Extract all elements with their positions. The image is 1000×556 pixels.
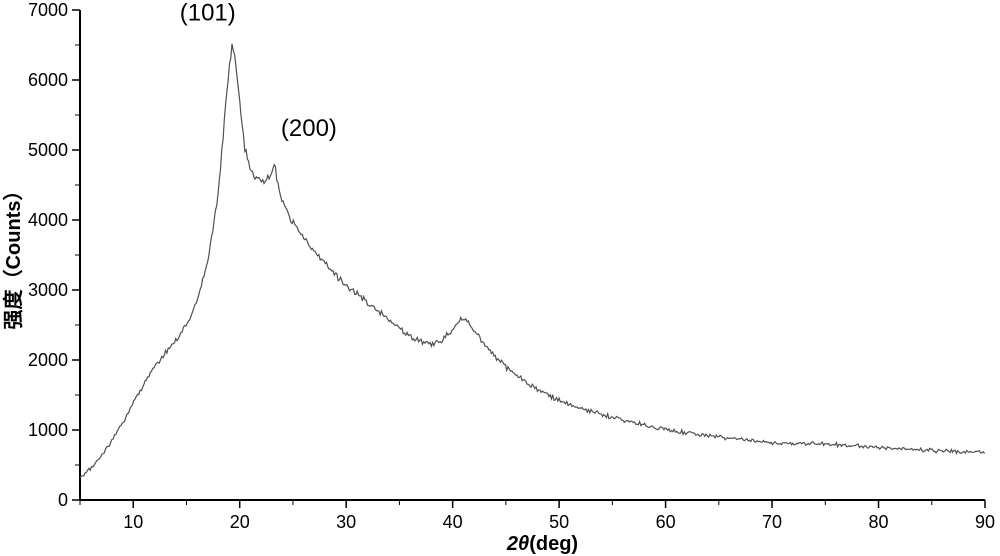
x-axis-label: 2θ(deg) — [506, 533, 578, 555]
y-axis-label: 强度（Counts） — [1, 181, 25, 330]
x-tick-label: 10 — [123, 512, 143, 532]
xrd-chart: 10 20 30 40 50 60 70 80 90 0 1000 2000 3000 4000 5000 6… — [0, 0, 1000, 556]
x-tick-label: 90 — [975, 512, 995, 532]
y-tick-label: 0 — [58, 490, 68, 510]
y-tick-label: 2000 — [28, 350, 68, 370]
x-tick-label: 20 — [230, 512, 250, 532]
x-tick-label: 40 — [443, 512, 463, 532]
peak-label: (101) — [180, 0, 236, 27]
y-tick-label: 6000 — [28, 70, 68, 90]
y-tick-label: 4000 — [28, 210, 68, 230]
peak-label: (200) — [281, 115, 337, 142]
xrd-data-line — [80, 44, 985, 478]
y-tick-label: 5000 — [28, 140, 68, 160]
x-tick-label: 30 — [336, 512, 356, 532]
x-tick-label: 50 — [549, 512, 569, 532]
y-tick-label: 1000 — [28, 420, 68, 440]
y-tick-label: 7000 — [28, 0, 68, 20]
x-tick-label: 60 — [656, 512, 676, 532]
x-tick-label: 70 — [762, 512, 782, 532]
x-tick-label: 80 — [869, 512, 889, 532]
chart-container: 10 20 30 40 50 60 70 80 90 0 1000 2000 3000 4000 5000 6… — [0, 0, 1000, 556]
y-tick-label: 3000 — [28, 280, 68, 300]
